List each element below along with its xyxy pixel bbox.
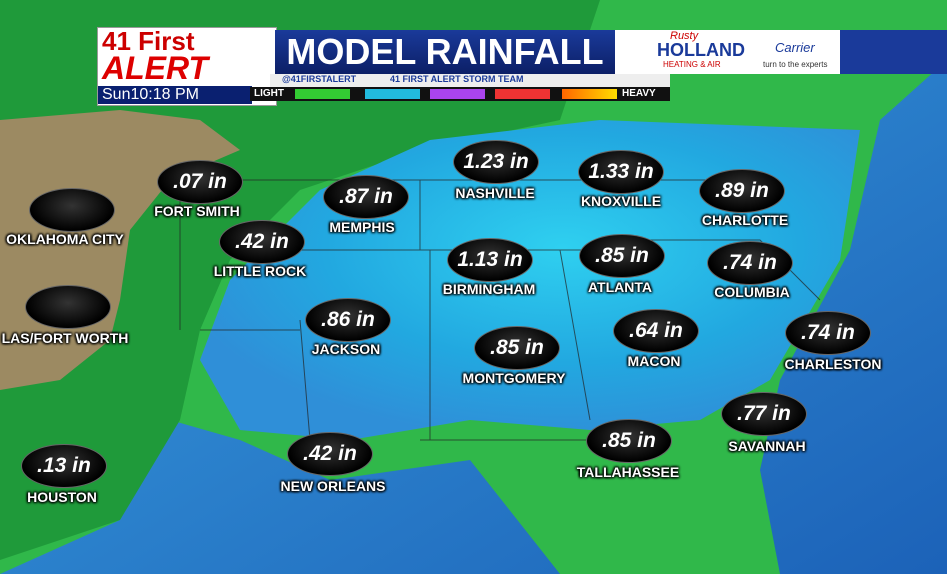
partner: Carrier [775, 40, 815, 55]
rain-bubble: .74 in [707, 241, 793, 285]
brand-bottom: ALERT [102, 50, 209, 86]
legend-swatch [295, 89, 350, 99]
rain-bubble: 1.33 in [578, 150, 664, 194]
city-label: NEW ORLEANS [280, 478, 386, 494]
social-bar: @41FIRSTALERT 41 FIRST ALERT STORM TEAM [270, 74, 670, 87]
rain-bubble: .86 in [305, 298, 391, 342]
brand-box: 41 First ALERT Sun10:18 PM [97, 26, 277, 106]
legend: LIGHT HEAVY [250, 87, 670, 101]
rain-bubble: .85 in [579, 234, 665, 278]
legend-high: HEAVY [622, 88, 656, 99]
time: Sun10:18 PM [98, 86, 252, 104]
rain-bubble: .87 in [323, 175, 409, 219]
city-label: CHARLOTTE [701, 212, 789, 228]
city-label: MEMPHIS [329, 219, 395, 235]
partner-tagline: turn to the experts [763, 60, 828, 69]
rain-bubble: .42 in [219, 220, 305, 264]
city-label: COLUMBIA [714, 284, 790, 300]
header-end [840, 30, 947, 74]
city-label: LAS/FORT WORTH [1, 330, 129, 346]
rain-bubble: .13 in [21, 444, 107, 488]
city-label: MONTGOMERY [462, 370, 566, 386]
sponsor-box: Rusty HOLLAND HEATING & AIR Carrier turn… [615, 30, 840, 74]
city-label: LITTLE ROCK [213, 263, 307, 279]
sponsor-name: HOLLAND [657, 40, 745, 60]
twitter: @41FIRSTALERT [282, 74, 357, 84]
sponsor-tagline: HEATING & AIR [663, 60, 721, 69]
legend-swatch [495, 89, 550, 99]
city-label: HOUSTON [27, 489, 97, 505]
brand-top: 41 First [102, 26, 195, 56]
city-label: FORT SMITH [154, 203, 240, 219]
facebook: 41 FIRST ALERT STORM TEAM [390, 74, 524, 84]
city-label: JACKSON [311, 341, 381, 357]
city-label: TALLAHASSEE [576, 464, 680, 480]
legend-low: LIGHT [254, 88, 284, 99]
city-label: MACON [627, 353, 681, 369]
city-label: OKLAHOMA CITY [6, 231, 124, 247]
rain-bubble: 1.13 in [447, 238, 533, 282]
legend-swatch [562, 89, 617, 99]
rain-bubble: .89 in [699, 169, 785, 213]
rain-bubble: .42 in [287, 432, 373, 476]
city-label: SAVANNAH [728, 438, 806, 454]
city-label: BIRMINGHAM [442, 281, 536, 297]
city-label: KNOXVILLE [580, 193, 662, 209]
legend-swatch [365, 89, 420, 99]
rain-bubble: .64 in [613, 309, 699, 353]
city-label: CHARLESTON [784, 356, 882, 372]
rain-bubble: .07 in [157, 160, 243, 204]
city-label: NASHVILLE [455, 185, 535, 201]
rain-bubble: .85 in [586, 419, 672, 463]
legend-swatch [430, 89, 485, 99]
rain-bubble: .77 in [721, 392, 807, 436]
sponsor-script: Rusty [670, 30, 699, 42]
city-label: ATLANTA [587, 279, 653, 295]
rain-bubble [25, 285, 111, 329]
rain-bubble: .85 in [474, 326, 560, 370]
rain-bubble: .74 in [785, 311, 871, 355]
rain-bubble [29, 188, 115, 232]
title: MODEL RAINFALL [275, 30, 615, 74]
rain-bubble: 1.23 in [453, 140, 539, 184]
